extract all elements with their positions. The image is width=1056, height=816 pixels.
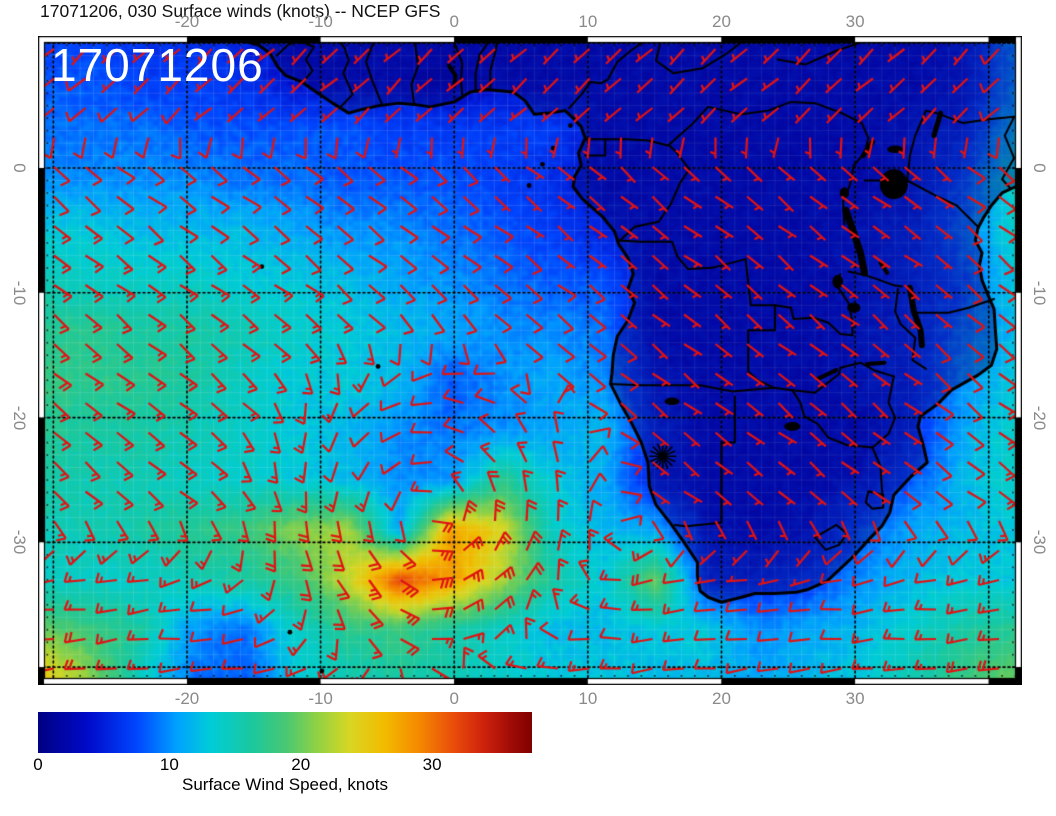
lon-tick-bottom: 10 [578,689,598,708]
run-date-label: 17071206 [51,39,264,91]
colorbar-title: Surface Wind Speed, knots [181,775,389,794]
lon-tick-bottom: 30 [845,689,865,708]
lon-tick-top: 10 [578,12,598,31]
lat-tick-left: 0 [10,163,29,173]
lat-tick-left: -10 [10,280,29,306]
colorbar [38,712,532,753]
lon-tick-top: -20 [174,12,200,31]
lon-tick-top: 30 [845,12,865,31]
lon-tick-bottom: 20 [712,689,731,708]
lon-tick-bottom: 0 [449,689,459,708]
plot-title: 17071206, 030 Surface winds (knots) -- N… [40,1,441,21]
lon-tick-bottom: -10 [308,689,333,708]
colorbar-tick: 30 [422,755,442,774]
colorbar-tick: 10 [159,755,179,774]
colorbar-tick: 0 [33,755,43,774]
lon-tick-top: 20 [712,12,731,31]
lat-tick-right: -10 [1030,280,1049,306]
wind-map-canvas [38,36,1022,685]
lat-tick-right: -20 [1030,405,1049,430]
lon-tick-top: 0 [449,12,459,31]
lon-tick-bottom: -20 [174,689,200,708]
colorbar-tick: 20 [291,755,311,774]
lat-tick-left: -30 [10,530,29,555]
lat-tick-right: -30 [1030,530,1049,555]
lon-tick-top: -10 [308,12,333,31]
lat-tick-right: 0 [1030,163,1049,173]
lat-tick-left: -20 [10,405,29,430]
